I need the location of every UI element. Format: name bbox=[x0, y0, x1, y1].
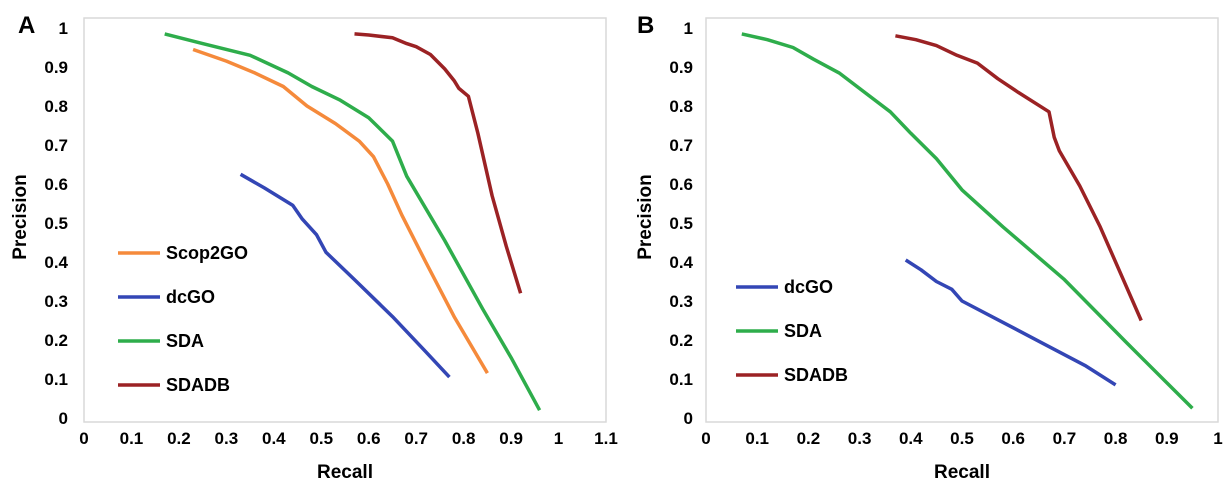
legend-label: SDA bbox=[784, 321, 822, 341]
series-line-sda bbox=[741, 32, 1194, 410]
series-line-scop2go bbox=[192, 47, 489, 374]
x-tick-label: 0.3 bbox=[848, 429, 872, 448]
y-tick-label: 0.2 bbox=[44, 331, 68, 350]
y-tick-label: 0.4 bbox=[669, 253, 693, 272]
x-tick-label: 0.2 bbox=[167, 429, 191, 448]
x-tick-label: 0 bbox=[701, 429, 710, 448]
legend: Scop2GO dcGO SDA SDADB bbox=[118, 243, 248, 395]
panel-a: A Precision Recall 0 0.1 0.2 0.3 0.4 0.5 0.6 0.… bbox=[10, 12, 618, 483]
y-tick-label: 0.2 bbox=[669, 331, 693, 350]
legend-label: SDADB bbox=[166, 375, 230, 395]
y-axis-title: Precision bbox=[10, 174, 31, 260]
y-axis-title: Precision bbox=[635, 174, 656, 260]
y-tick-label: 0.1 bbox=[44, 370, 68, 389]
x-tick-label: 0.6 bbox=[357, 429, 381, 448]
x-tick-label: 0.7 bbox=[1053, 429, 1077, 448]
x-tick-label: 0.9 bbox=[1155, 429, 1179, 448]
panel-label: A bbox=[18, 12, 35, 39]
series-lines bbox=[164, 32, 542, 412]
x-tick-label: 0.6 bbox=[1001, 429, 1025, 448]
y-tick-label: 0.6 bbox=[44, 175, 68, 194]
series-lines bbox=[741, 32, 1194, 410]
legend: dcGO SDA SDADB bbox=[736, 277, 848, 385]
y-tick-label: 0.6 bbox=[669, 175, 693, 194]
x-tick-label: 0.3 bbox=[215, 429, 239, 448]
legend-label: dcGO bbox=[166, 287, 215, 307]
y-tick-label: 0.9 bbox=[44, 58, 68, 77]
panel-label: B bbox=[637, 12, 654, 39]
y-tick-label: 0.8 bbox=[669, 97, 693, 116]
y-tick-label: 0.9 bbox=[669, 58, 693, 77]
legend-label: SDADB bbox=[784, 365, 848, 385]
y-tick-label: 0.7 bbox=[669, 136, 693, 155]
x-axis-title: Recall bbox=[317, 462, 373, 483]
x-tick-label: 0.5 bbox=[309, 429, 333, 448]
x-tick-label: 0.5 bbox=[950, 429, 974, 448]
y-tick-label: 0 bbox=[684, 409, 693, 428]
y-tick-label: 0.1 bbox=[669, 370, 693, 389]
plot-area bbox=[705, 17, 1219, 423]
y-tick-labels: 0 0.1 0.2 0.3 0.4 0.5 0.6 0.7 0.8 0.9 1 bbox=[669, 19, 693, 428]
series-line-dcgo bbox=[904, 258, 1117, 387]
x-tick-label: 0.4 bbox=[262, 429, 286, 448]
x-tick-label: 1 bbox=[1213, 429, 1222, 448]
y-tick-label: 0 bbox=[59, 409, 68, 428]
x-tick-label: 0.2 bbox=[797, 429, 821, 448]
y-tick-label: 1 bbox=[59, 19, 68, 38]
y-tick-labels: 0 0.1 0.2 0.3 0.4 0.5 0.6 0.7 0.8 0.9 1 bbox=[44, 19, 68, 428]
x-tick-label: 1.1 bbox=[594, 429, 618, 448]
y-tick-label: 0.7 bbox=[44, 136, 68, 155]
x-tick-label: 0.1 bbox=[745, 429, 769, 448]
legend-label: SDA bbox=[166, 331, 204, 351]
y-tick-label: 1 bbox=[684, 19, 693, 38]
plot-area bbox=[83, 17, 607, 423]
x-tick-label: 0.8 bbox=[452, 429, 476, 448]
x-tick-label: 0 bbox=[79, 429, 88, 448]
x-tick-label: 0.9 bbox=[499, 429, 523, 448]
x-tick-label: 0.7 bbox=[404, 429, 428, 448]
x-tick-label: 0.8 bbox=[1104, 429, 1128, 448]
series-line-sdadb bbox=[354, 32, 523, 294]
series-line-sda bbox=[164, 32, 542, 412]
y-tick-label: 0.5 bbox=[669, 214, 693, 233]
y-tick-label: 0.4 bbox=[44, 253, 68, 272]
x-tick-label: 1 bbox=[554, 429, 563, 448]
y-tick-label: 0.3 bbox=[44, 292, 68, 311]
legend-label: Scop2GO bbox=[166, 243, 248, 263]
panel-b: B Precision Recall 0 0.1 0.2 0.3 0.4 0.5 0.6 0.… bbox=[635, 12, 1223, 483]
x-tick-labels: 0 0.1 0.2 0.3 0.4 0.5 0.6 0.7 0.8 0.9 1 bbox=[701, 429, 1222, 448]
series-line-dcgo bbox=[239, 172, 451, 379]
x-axis-title: Recall bbox=[934, 462, 990, 483]
series-line-sdadb bbox=[895, 34, 1143, 322]
y-tick-label: 0.3 bbox=[669, 292, 693, 311]
legend-label: dcGO bbox=[784, 277, 833, 297]
y-tick-label: 0.8 bbox=[44, 97, 68, 116]
x-tick-label: 0.4 bbox=[899, 429, 923, 448]
x-tick-label: 0.1 bbox=[120, 429, 144, 448]
y-tick-label: 0.5 bbox=[44, 214, 68, 233]
x-tick-labels: 0 0.1 0.2 0.3 0.4 0.5 0.6 0.7 0.8 0.9 1 1.1 bbox=[79, 429, 618, 448]
